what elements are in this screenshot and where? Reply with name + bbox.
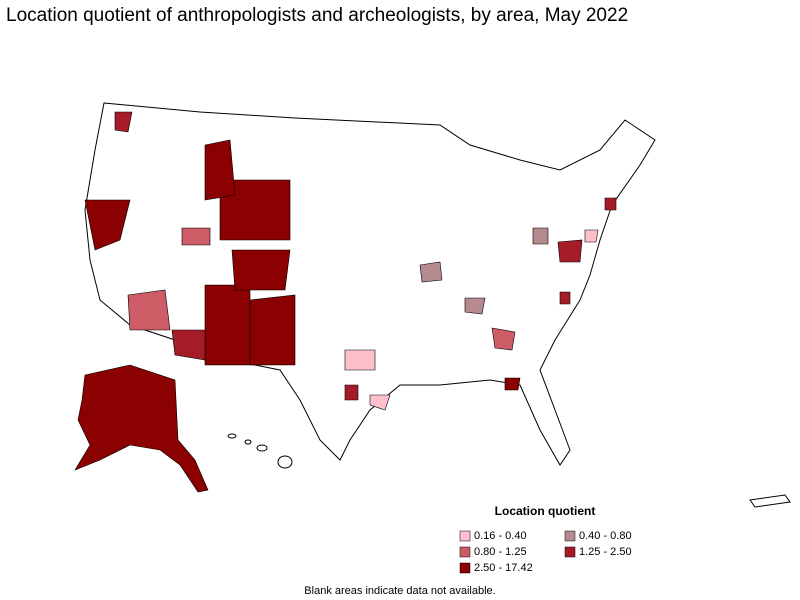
legend-swatch — [459, 562, 471, 574]
legend-label: 0.40 - 0.80 — [579, 530, 632, 542]
region — [249, 294, 296, 366]
region — [504, 377, 521, 391]
region — [491, 327, 516, 351]
region — [181, 227, 211, 246]
region — [219, 179, 291, 241]
legend-label: 0.80 - 1.25 — [474, 546, 527, 558]
region — [231, 249, 291, 291]
region — [204, 284, 251, 366]
legend-swatch — [459, 546, 471, 558]
legend-title: Location quotient — [495, 504, 596, 518]
region — [584, 229, 599, 243]
map-title: Location quotient of anthropologists and… — [6, 5, 628, 26]
region — [127, 289, 171, 331]
region — [532, 227, 549, 245]
legend-label: 0.16 - 0.40 — [474, 530, 527, 542]
puerto-rico — [749, 494, 791, 508]
region — [464, 297, 486, 315]
legend-swatch — [564, 546, 576, 558]
legend-label: 1.25 - 2.50 — [579, 546, 632, 558]
footnote: Blank areas indicate data not available. — [304, 585, 495, 597]
region — [344, 384, 359, 401]
region — [604, 197, 617, 211]
region — [344, 349, 376, 371]
region — [559, 291, 571, 305]
legend: 0.16 - 0.40 0.40 - 0.80 0.80 - 1.25 1.25 - … — [459, 530, 632, 574]
legend-label: 2.50 - 17.42 — [474, 562, 533, 574]
hawaii — [227, 433, 293, 469]
legend-swatch — [564, 530, 576, 542]
legend-swatch — [459, 530, 471, 542]
region — [171, 329, 206, 361]
region — [369, 394, 391, 411]
region — [557, 239, 583, 263]
alaska — [74, 364, 209, 493]
region — [84, 199, 131, 251]
region — [419, 261, 443, 283]
region — [204, 139, 236, 201]
map — [74, 102, 791, 508]
region — [114, 111, 133, 133]
